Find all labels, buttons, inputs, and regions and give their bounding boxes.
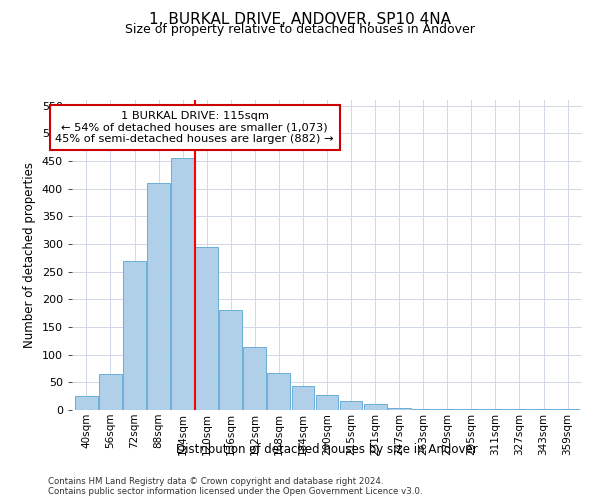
- Text: Contains HM Land Registry data © Crown copyright and database right 2024.: Contains HM Land Registry data © Crown c…: [48, 476, 383, 486]
- Text: Distribution of detached houses by size in Andover: Distribution of detached houses by size …: [176, 444, 478, 456]
- Text: 1, BURKAL DRIVE, ANDOVER, SP10 4NA: 1, BURKAL DRIVE, ANDOVER, SP10 4NA: [149, 12, 451, 28]
- Bar: [388, 408, 410, 410]
- Bar: [99, 374, 122, 410]
- Bar: [412, 409, 434, 410]
- Bar: [75, 396, 98, 410]
- Bar: [316, 395, 338, 410]
- Bar: [195, 246, 218, 410]
- Y-axis label: Number of detached properties: Number of detached properties: [23, 162, 36, 348]
- Bar: [268, 373, 290, 410]
- Bar: [147, 183, 170, 410]
- Text: 1 BURKAL DRIVE: 115sqm
← 54% of detached houses are smaller (1,073)
45% of semi-: 1 BURKAL DRIVE: 115sqm ← 54% of detached…: [55, 111, 334, 144]
- Bar: [220, 310, 242, 410]
- Bar: [292, 386, 314, 410]
- Text: Contains public sector information licensed under the Open Government Licence v3: Contains public sector information licen…: [48, 486, 422, 496]
- Text: Size of property relative to detached houses in Andover: Size of property relative to detached ho…: [125, 22, 475, 36]
- Bar: [123, 260, 146, 410]
- Bar: [340, 401, 362, 410]
- Bar: [364, 404, 386, 410]
- Bar: [244, 348, 266, 410]
- Bar: [171, 158, 194, 410]
